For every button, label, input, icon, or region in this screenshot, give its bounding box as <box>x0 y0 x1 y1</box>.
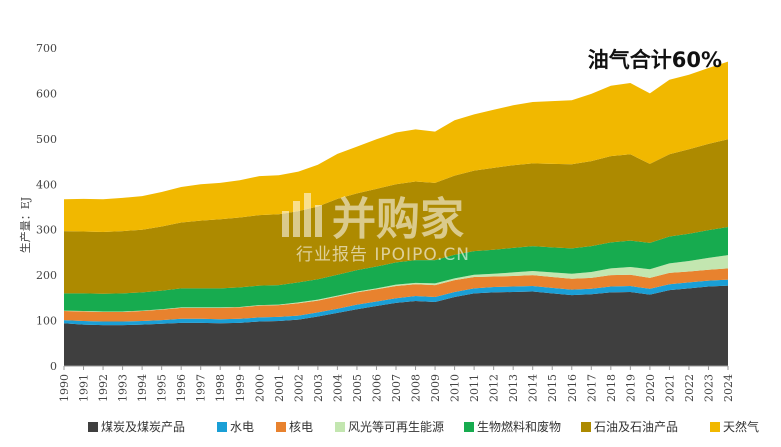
legend-label-1: 水电 <box>230 420 254 434</box>
x-tick-label: 2016 <box>566 374 579 402</box>
legend: 煤炭及煤炭产品 水电 核电 风光等可再生能源 生物燃料和废物 石油及石油产品 天然气 <box>88 419 759 434</box>
x-tick-label: 2005 <box>351 374 364 402</box>
x-tick-label: 2000 <box>253 374 266 402</box>
x-tick-label: 2003 <box>312 374 325 402</box>
legend-swatch-1 <box>217 422 227 432</box>
x-tick-label: 2024 <box>722 374 735 402</box>
x-tick-label: 2004 <box>331 374 344 402</box>
x-tick-label: 2018 <box>605 374 618 402</box>
x-tick-label: 1996 <box>175 374 188 402</box>
x-tick-label: 1997 <box>195 374 208 402</box>
area-series-2 <box>64 268 728 322</box>
legend-swatch-5 <box>581 422 591 432</box>
area-series-5 <box>64 139 728 294</box>
legend-swatch-4 <box>464 422 474 432</box>
y-tick-label: 600 <box>36 87 57 100</box>
legend-label-2: 核电 <box>289 420 313 434</box>
x-tick-label: 2021 <box>663 374 676 402</box>
y-tick-label: 300 <box>36 224 57 237</box>
area-series-1 <box>64 279 728 326</box>
watermark-slogan: 行业报告 IPOIPO.CN <box>296 245 470 265</box>
x-tick-label: 2010 <box>449 374 462 402</box>
legend-label-0: 煤炭及煤炭产品 <box>101 420 185 434</box>
x-tick-label: 1990 <box>58 374 71 402</box>
y-tick-label: 100 <box>36 315 57 328</box>
legend-label-4: 生物燃料和废物 <box>477 419 561 434</box>
x-tick-label: 2013 <box>507 374 520 402</box>
x-tick-label: 1993 <box>117 374 130 402</box>
x-tick-label: 2020 <box>644 374 657 402</box>
x-tick-label: 2012 <box>488 374 501 402</box>
area-series-4 <box>64 226 728 312</box>
y-tick-label: 500 <box>36 133 57 146</box>
area-layer <box>64 61 728 366</box>
x-tick-label: 2017 <box>585 374 598 402</box>
x-tick-label: 2009 <box>429 374 442 402</box>
x-tick-label: 2002 <box>292 374 305 402</box>
x-tick-label: 2014 <box>527 374 540 402</box>
legend-swatch-0 <box>88 422 98 432</box>
legend-swatch-3 <box>335 422 345 432</box>
x-axis-ticks: 1990 1991 1992 1993 1994 1995 1996 1997 1998 1999… <box>58 366 735 402</box>
watermark-logo-icon <box>282 193 322 237</box>
watermark: 并购家 行业报告 IPOIPO.CN <box>282 193 470 265</box>
legend-label-5: 石油及石油产品 <box>594 420 678 434</box>
x-tick-label: 2011 <box>468 374 481 402</box>
y-tick-label: 0 <box>50 360 57 373</box>
x-tick-label: 1998 <box>214 374 227 402</box>
area-series-6 <box>64 61 728 232</box>
y-axis-ticks: 0 100 200 300 400 500 600 700 <box>36 42 57 373</box>
x-tick-label: 2019 <box>624 374 637 402</box>
x-tick-label: 2015 <box>546 374 559 402</box>
y-axis-label: 生产量：EJ <box>18 197 32 253</box>
watermark-brand: 并购家 <box>332 194 464 245</box>
legend-swatch-6 <box>710 422 720 432</box>
x-tick-label: 2008 <box>410 374 423 402</box>
legend-label-3: 风光等可再生能源 <box>348 420 444 434</box>
x-tick-label: 1999 <box>234 374 247 402</box>
legend-swatch-2 <box>276 422 286 432</box>
x-tick-label: 1992 <box>97 374 110 402</box>
x-tick-label: 1995 <box>156 374 169 402</box>
x-tick-label: 2022 <box>683 374 696 402</box>
x-tick-label: 1991 <box>78 374 91 402</box>
x-tick-label: 2007 <box>390 374 403 402</box>
x-tick-label: 1994 <box>136 374 149 402</box>
annotation-oil-gas-share: 油气合计60% <box>588 48 722 72</box>
area-series-0 <box>64 285 728 366</box>
x-tick-label: 2001 <box>273 374 286 402</box>
y-tick-label: 200 <box>36 269 57 282</box>
x-tick-label: 2023 <box>702 374 715 402</box>
x-tick-label: 2006 <box>370 374 383 402</box>
legend-label-6: 天然气 <box>723 419 759 434</box>
y-tick-label: 700 <box>36 42 57 55</box>
y-tick-label: 400 <box>36 178 57 191</box>
